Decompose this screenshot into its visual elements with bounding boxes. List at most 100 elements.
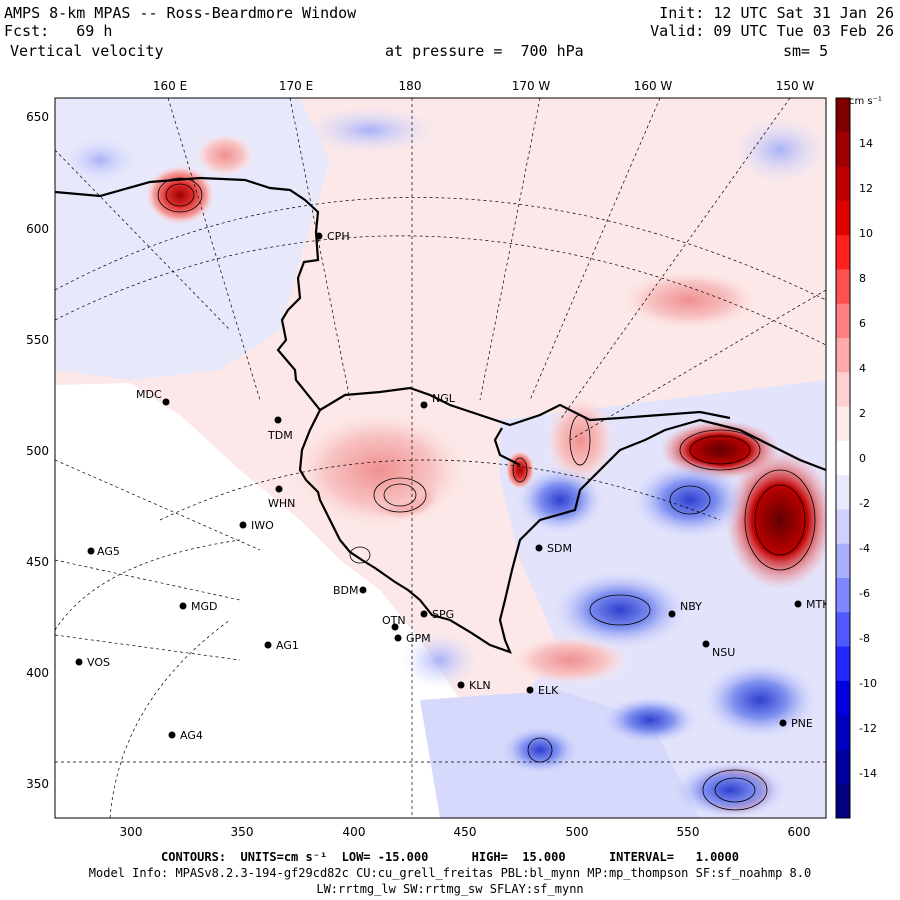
y-tick: 500 [26,444,49,458]
y-tick: 650 [26,110,49,124]
station-dot-kln [457,681,465,689]
y-tick: 400 [26,666,49,680]
y-tick: 550 [26,333,49,347]
x-tick: 400 [343,825,366,839]
station-dot-tdm [274,416,282,424]
plot-field: CPH NGL MDC TDM WHN IWO AG5 SDM BDM MGD … [55,98,830,818]
colorbar-swatch [836,543,850,579]
station-label-elk: ELK [538,684,559,697]
x-tick: 550 [677,825,700,839]
y-axis-ticks: 650 600 550 500 450 400 350 [26,110,49,791]
lon-label-160e: 160 E [153,79,187,93]
plot-frame [54,97,827,819]
smoothing-value: sm= 5 [783,42,829,60]
station-label-kln: KLN [469,679,491,692]
station-dot-pne [779,719,787,727]
station-label-mdc: MDC [136,388,162,401]
station-label-otn: OTN [382,614,406,627]
station-label-spg: SPG [432,608,454,621]
physics-info: LW:rrtmg_lw SW:rrtmg_sw SFLAY:sf_mynn [316,882,584,896]
station-dot-sdm [535,544,543,552]
station-dot-otn [391,623,399,631]
model-info: Model Info: MPASv8.2.3-194-gf29cd82c CU:… [88,866,812,880]
longitude-labels: 160 E 170 E 180 170 W 160 W 150 W [153,79,815,93]
colorbar-label: -2 [859,497,870,510]
colorbar-swatch [836,440,850,476]
colorbar-label: 2 [859,407,866,420]
colorbar-frame [835,97,851,819]
station-dot-iwo [239,521,247,529]
station-label-gpm: GPM [406,632,431,645]
colorbar-swatch [836,338,850,373]
colorbar-label: -10 [859,677,877,690]
colorbar-label: 14 [859,137,873,150]
station-dot-nsu [702,640,710,648]
station-label-pne: PNE [791,717,813,730]
station-dot-nby [668,610,676,618]
blue-feature [630,460,750,540]
lon-label-150w: 150 W [776,79,815,93]
field-name: Vertical velocity [10,42,164,60]
station-dot-bdm [359,586,367,594]
station-dot-cph [315,232,323,240]
station-label-whn: WHN [268,497,295,510]
station-label-vos: VOS [87,656,110,669]
contours-info: CONTOURS: UNITS=cm s⁻¹ LOW= -15.000 HIGH… [161,850,739,864]
colorbar-swatch [836,680,850,716]
station-label-iwo: IWO [251,519,274,532]
colorbar-label: -4 [859,542,870,555]
colorbar-units: cm s⁻¹ [849,96,882,107]
lon-label-170e: 170 E [279,79,313,93]
x-tick: 500 [566,825,589,839]
x-tick: 300 [120,825,143,839]
no-data-region [55,383,470,818]
colorbar-swatch [836,646,850,682]
colorbar-swatch [836,578,850,613]
station-label-mtk: MTK [806,598,830,611]
x-tick: 350 [231,825,254,839]
station-dot-mtk [794,600,802,608]
colorbar-swatch [836,166,850,202]
lon-label-180: 180 [399,79,422,93]
station-markers: CPH NGL MDC TDM WHN IWO AG5 SDM BDM MGD … [75,230,830,742]
colorbar-label: 10 [859,227,873,240]
x-axis-ticks: 300 350 400 450 500 550 600 [120,825,811,839]
station-label-cph: CPH [327,230,350,243]
graticule [55,98,826,818]
colorbar-label: 12 [859,182,873,195]
dark-red-feature-east [725,450,826,590]
y-tick: 350 [26,777,49,791]
colorbar-swatch [836,132,850,168]
red-feature-north [145,165,215,225]
colorbar: 14 12 10 8 6 4 2 0 -2 -4 -6 -8 -10 -12 -14 [835,97,877,819]
station-label-ngl: NGL [432,392,456,405]
station-dot-whn [275,485,283,493]
station-dot-ag1 [264,641,272,649]
colorbar-swatch [836,406,850,442]
station-label-nby: NBY [680,600,702,613]
colorbar-swatch [836,235,850,270]
colorbar-label: -14 [859,767,877,780]
station-dot-gpm [394,634,402,642]
station-dot-elk [526,686,534,694]
colorbar-swatch [836,98,850,133]
y-tick: 450 [26,555,49,569]
colorbar-swatch [836,612,850,648]
station-dot-mdc [162,398,170,406]
model-title: AMPS 8-km MPAS -- Ross-Beardmore Window [4,4,357,22]
station-dot-ag4 [168,731,176,739]
colorbar-swatch [836,303,850,339]
colorbar-swatch [836,749,850,785]
colorbar-label: 4 [859,362,866,375]
colorbar-label: -6 [859,587,870,600]
colorbar-swatch [836,715,850,750]
y-tick: 600 [26,222,49,236]
forecast-hour: Fcst: 69 h [4,22,113,40]
colorbar-swatch [836,509,850,545]
colorbar-swatch [836,269,850,305]
station-dot-vos [75,658,83,666]
lon-label-170w: 170 W [512,79,551,93]
init-time: Init: 12 UTC Sat 31 Jan 26 [659,4,894,22]
x-tick: 600 [788,825,811,839]
